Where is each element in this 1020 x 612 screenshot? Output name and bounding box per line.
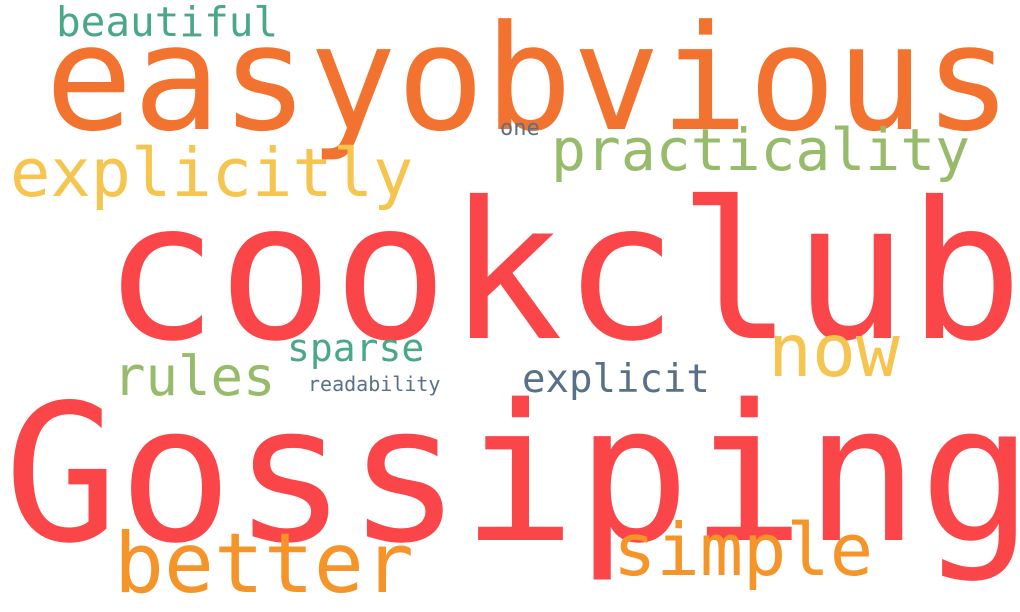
word-explicitly: explicitly (10, 134, 414, 212)
word-practicality: practicality (551, 116, 971, 184)
word-better: better (114, 515, 414, 612)
word-explicit: explicit (522, 357, 710, 402)
word-rules: rules (113, 345, 276, 408)
word-easyobvious: easyobvious (45, 0, 1012, 164)
word-now: now (768, 309, 900, 394)
word-gossiping: Gossiping (4, 364, 1020, 585)
word-beautiful: beautiful (56, 0, 279, 46)
word-simple: simple (613, 508, 874, 592)
word-cookclub: cookclub (103, 162, 1020, 384)
word-one: one (500, 116, 540, 141)
word-sparse: sparse (287, 326, 425, 370)
word-readability: readability (308, 372, 441, 396)
